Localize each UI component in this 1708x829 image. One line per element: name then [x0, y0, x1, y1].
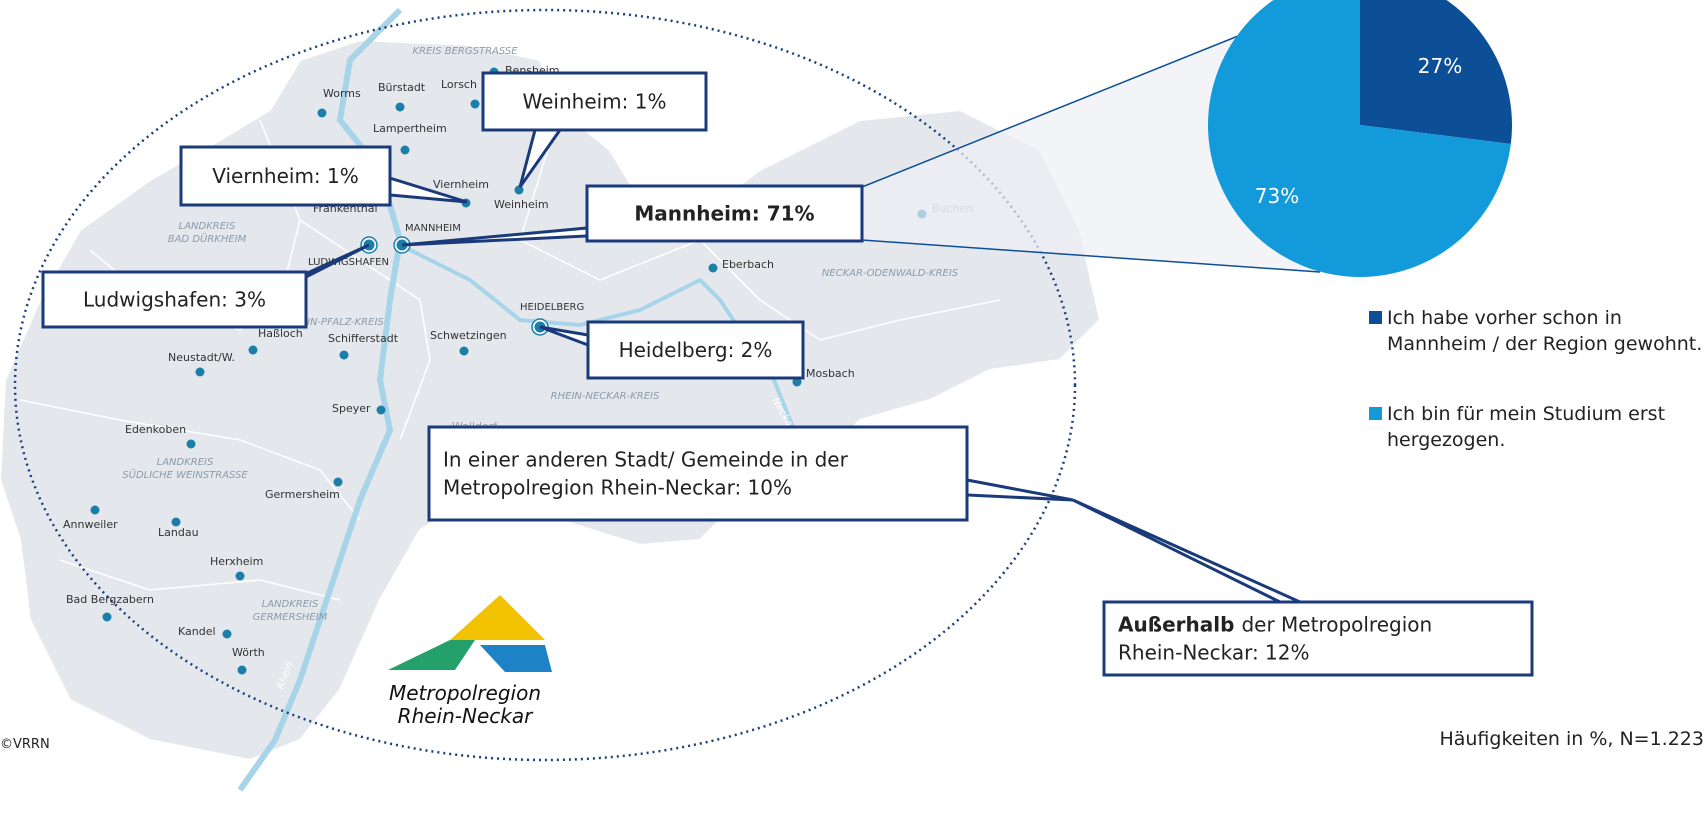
callout-text: Viernheim: 1% — [212, 164, 359, 188]
place-label: HEIDELBERG — [520, 302, 584, 313]
place-dot — [376, 405, 386, 415]
region-label: BAD DÜRKHEIM — [168, 232, 247, 245]
slice-label: 27% — [1418, 54, 1462, 78]
place-label: Herxheim — [210, 555, 263, 568]
place-dot — [235, 571, 245, 581]
place-dot — [395, 102, 405, 112]
place-label: Lampertheim — [373, 122, 447, 135]
slice-label: 73% — [1255, 184, 1299, 208]
region-label: RHEIN-PFALZ-KREIS — [286, 317, 384, 328]
region-label: SÜDLICHE WEINSTRASSE — [122, 468, 248, 481]
footnote: Häufigkeiten in %, N=1.223 — [1439, 728, 1704, 750]
zoom-line — [861, 27, 1259, 188]
place-dot — [195, 367, 205, 377]
river — [237, 7, 404, 792]
place-dot — [222, 629, 232, 639]
place-label: LUDWIGSHAFEN — [308, 257, 389, 268]
legend-label: Ich bin für mein Studium erst hergezogen… — [1387, 403, 1666, 451]
callout-text: Weinheim: 1% — [523, 90, 667, 114]
callout-text-part: der Metropolregion — [1241, 613, 1432, 637]
callout-box — [41, 270, 308, 329]
place-label: Wörth — [232, 646, 265, 659]
logo-shape — [480, 645, 552, 672]
place-dot — [102, 612, 112, 622]
place-label: Haßloch — [258, 327, 303, 340]
place-label: Schifferstadt — [328, 332, 399, 345]
place-dot — [317, 108, 327, 118]
pie-slice — [1208, 0, 1511, 277]
place-dot — [514, 185, 524, 195]
callout-text: Ludwigshafen: 3% — [83, 288, 266, 312]
place-label: MANNHEIM — [405, 223, 461, 234]
place-label: Germersheim — [265, 488, 340, 501]
legend-item: Ich bin für mein Studium erst hergezogen… — [1369, 401, 1708, 453]
place-dot — [333, 477, 343, 487]
callout-text: Außerhalb der Metropolregion — [1118, 613, 1432, 637]
place-label: Lorsch — [441, 78, 477, 91]
callout-box — [179, 145, 392, 207]
callout-box — [586, 320, 805, 380]
zoom-line — [861, 239, 1321, 273]
credit: ©VRRN — [0, 737, 50, 752]
place-label: Bürstadt — [378, 81, 426, 94]
region-boundary — [13, 8, 1077, 762]
callout-box — [1102, 600, 1534, 677]
callout-box — [481, 71, 708, 132]
pie-slice — [1360, 0, 1512, 145]
callout-lead: Außerhalb — [1118, 613, 1234, 637]
place-label: Landau — [158, 526, 199, 539]
place-label: Kandel — [178, 625, 216, 638]
place-dot — [90, 505, 100, 515]
logo-shape — [388, 640, 475, 670]
callout-pointer — [1072, 498, 1301, 604]
region-label: LANDKREIS — [179, 221, 236, 232]
region-label: NECKAR-ODENWALD-KREIS — [822, 268, 959, 279]
place-label: Weinheim — [494, 198, 549, 211]
region-label: KREIS BERGSTRASSE — [412, 46, 518, 57]
callout-box — [427, 425, 969, 522]
logo-text: Rhein-Neckar — [398, 704, 534, 728]
legend-swatch — [1369, 311, 1382, 324]
callout-pointer — [965, 478, 1074, 502]
callout-text: Metropolregion Rhein-Neckar: 10% — [443, 476, 792, 500]
region-label: LANDKREIS — [262, 599, 319, 610]
place-label: Eberbach — [722, 258, 774, 271]
place-dot — [186, 439, 196, 449]
region-label: GERMERSHEIM — [253, 612, 328, 623]
place-label: Mosbach — [806, 367, 855, 380]
place-label: Viernheim — [433, 178, 489, 191]
place-label: Bad Bergzabern — [66, 593, 154, 606]
zoom-connector — [862, 28, 1320, 272]
place-dot — [248, 345, 258, 355]
place-label: Neustadt/W. — [168, 351, 235, 364]
legend-swatch — [1369, 407, 1382, 420]
logo — [388, 595, 552, 672]
callout-text: Rhein-Neckar: 12% — [1118, 641, 1310, 665]
callout-text: In einer anderen Stadt/ Gemeinde in der — [443, 448, 849, 472]
place-dot — [459, 346, 469, 356]
logo-text: Metropolregion — [389, 681, 541, 705]
callout-text: Mannheim: 71% — [634, 202, 814, 226]
region-label: RHEIN-NECKAR-KREIS — [551, 391, 660, 402]
logo-shape — [450, 595, 545, 640]
place-dot — [708, 263, 718, 273]
place-label: Worms — [323, 87, 361, 100]
place-dot — [400, 145, 410, 155]
callout-text: Heidelberg: 2% — [619, 338, 773, 362]
place-label: Schwetzingen — [430, 329, 507, 342]
region-label: LANDKREIS — [157, 457, 214, 468]
place-dot — [339, 350, 349, 360]
place-dot — [470, 99, 480, 109]
place-dot — [171, 517, 181, 527]
place-label: Annweiler — [63, 518, 118, 531]
place-label: Speyer — [332, 402, 371, 415]
place-dot — [237, 665, 247, 675]
place-dot — [792, 377, 802, 387]
callout-box — [585, 184, 864, 243]
place-label: Edenkoben — [125, 423, 186, 436]
legend-label: Ich habe vorher schon in Mannheim / der … — [1387, 307, 1703, 355]
legend-item: Ich habe vorher schon in Mannheim / der … — [1369, 305, 1708, 357]
